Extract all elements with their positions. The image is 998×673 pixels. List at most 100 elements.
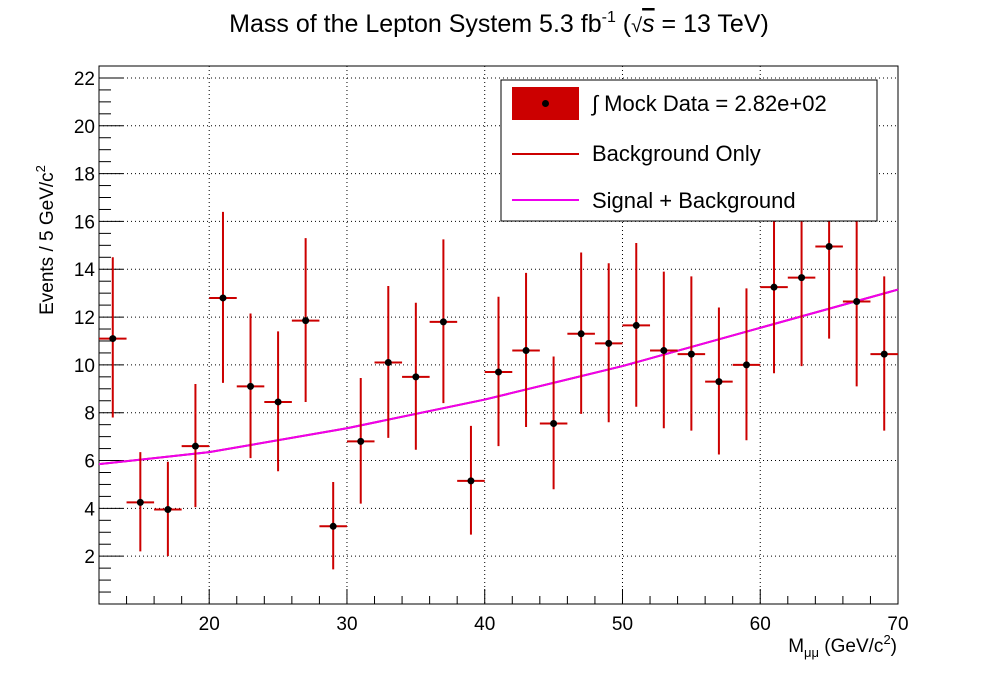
y-tick-label: 4 [84, 499, 95, 520]
data-marker [495, 368, 502, 376]
data-point [760, 199, 788, 374]
data-point [457, 425, 485, 535]
data-marker [825, 243, 833, 251]
legend-data-marker [542, 100, 549, 107]
grid-lines [99, 66, 898, 604]
data-point [732, 288, 761, 441]
data-marker [605, 339, 613, 347]
title-rest: = 13 TeV) [655, 10, 769, 38]
title-main: Mass of the Lepton System 5.3 fb [229, 10, 601, 38]
signal-plus-background-curve [98, 288, 899, 466]
legend-background-label: Background Only [592, 141, 761, 166]
data-point [236, 313, 265, 459]
data-point [870, 276, 898, 431]
x-tick-label: 30 [336, 614, 357, 635]
data-marker [687, 350, 695, 358]
y-tick-label: 12 [74, 308, 95, 329]
y-axis-label: Events / 5 GeV/c2 [33, 165, 58, 315]
title-s: s [642, 10, 655, 38]
data-points [99, 153, 898, 570]
x-label-units: (GeV/c [819, 636, 883, 657]
y-tick-label: 14 [74, 260, 96, 281]
x-tick-label: 50 [612, 614, 633, 635]
title-paren-open: ( [616, 10, 632, 38]
data-marker [439, 318, 447, 326]
data-point [484, 296, 513, 447]
data-point [705, 307, 733, 455]
data-point [209, 211, 237, 383]
y-tick-label: 20 [74, 117, 95, 138]
title-sqrt: √ [631, 15, 642, 37]
legend: ∫ Mock Data = 2.82e+02 Background Only S… [500, 79, 878, 222]
data-point [622, 242, 651, 407]
data-marker [191, 442, 199, 450]
data-point [319, 482, 347, 570]
data-point [291, 238, 320, 402]
data-point [154, 461, 182, 557]
data-marker [550, 419, 558, 427]
y-tick-label: 8 [84, 404, 95, 425]
data-marker [798, 274, 806, 282]
data-marker [384, 358, 392, 366]
data-marker [853, 298, 861, 306]
data-point [126, 452, 155, 552]
x-axis-label: Mμμ (GeV/c2) [788, 632, 897, 660]
legend-data-label: ∫ Mock Data = 2.82e+02 [590, 91, 827, 116]
data-marker [770, 283, 778, 291]
x-tick-label: 20 [199, 614, 220, 635]
x-tick-label: 40 [474, 614, 495, 635]
data-point [264, 331, 292, 472]
data-marker [577, 330, 585, 338]
plot-frame [98, 65, 899, 605]
data-marker [274, 398, 282, 406]
data-point [567, 252, 595, 414]
data-marker [522, 347, 530, 355]
title-superscript: -1 [602, 9, 616, 26]
data-marker [632, 321, 640, 329]
y-tick-label: 10 [74, 356, 95, 377]
x-label-close: ) [891, 636, 897, 657]
curves [98, 288, 899, 466]
data-marker [715, 378, 723, 386]
data-point [346, 378, 375, 504]
x-label-main: M [788, 636, 804, 657]
data-point [181, 384, 210, 508]
data-marker [247, 382, 255, 390]
data-marker [136, 498, 144, 506]
data-marker [742, 361, 750, 369]
y-tick-label: 16 [74, 212, 95, 233]
y-label-superscript: 2 [33, 165, 48, 172]
x-tick-label: 60 [750, 614, 771, 635]
data-point [429, 239, 458, 404]
data-marker [302, 317, 310, 325]
data-marker [164, 506, 172, 514]
data-point [99, 257, 127, 418]
data-point [402, 302, 430, 450]
data-point [677, 276, 706, 431]
y-tick-label: 2 [84, 547, 95, 568]
y-tick-label: 22 [74, 69, 95, 90]
data-marker [329, 522, 337, 530]
legend-signal-label: Signal + Background [592, 188, 796, 213]
x-label-superscript: 2 [883, 632, 890, 647]
data-point [594, 263, 623, 423]
y-tick-label: 6 [84, 452, 95, 473]
x-label-subscript: μμ [804, 645, 819, 660]
data-marker [357, 437, 365, 445]
data-marker [660, 347, 668, 355]
data-marker [109, 335, 117, 343]
data-marker [467, 477, 475, 485]
data-point [539, 356, 568, 490]
data-point [374, 285, 403, 438]
x-tick-label: 70 [887, 614, 908, 635]
data-point [842, 215, 871, 387]
chart-title: Mass of the Lepton System 5.3 fb-1 (√s =… [229, 9, 769, 38]
data-marker [880, 350, 888, 358]
y-label-main: Events / 5 GeV/c [37, 172, 58, 315]
data-marker [412, 373, 420, 381]
data-point [512, 272, 540, 428]
data-marker [219, 294, 227, 302]
y-tick-label: 18 [74, 165, 95, 186]
